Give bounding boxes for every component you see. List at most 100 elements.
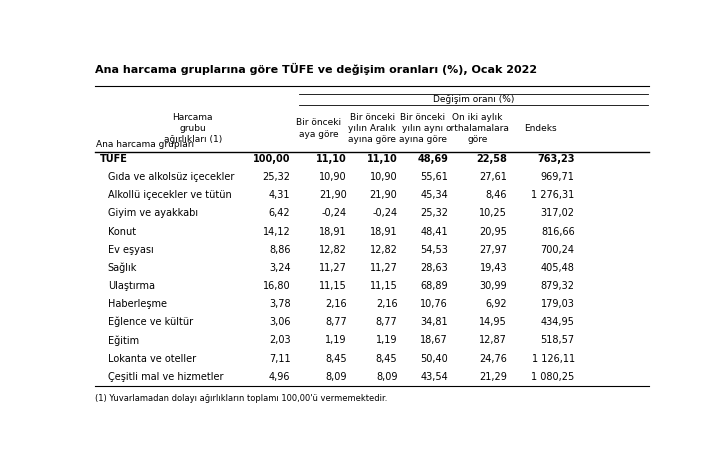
Text: 8,45: 8,45 xyxy=(376,353,397,363)
Text: 2,03: 2,03 xyxy=(269,335,290,345)
Text: 816,66: 816,66 xyxy=(541,226,574,236)
Text: 24,76: 24,76 xyxy=(479,353,507,363)
Text: 3,24: 3,24 xyxy=(269,263,290,273)
Text: TÜFE: TÜFE xyxy=(99,154,128,164)
Text: 48,41: 48,41 xyxy=(420,226,448,236)
Text: 6,42: 6,42 xyxy=(269,208,290,218)
Text: Sağlık: Sağlık xyxy=(107,263,137,273)
Text: Ulaştırma: Ulaştırma xyxy=(107,281,155,291)
Text: 50,40: 50,40 xyxy=(420,353,448,363)
Text: 22,58: 22,58 xyxy=(476,154,507,164)
Text: 6,92: 6,92 xyxy=(486,299,507,309)
Text: 8,09: 8,09 xyxy=(325,371,347,382)
Text: 10,90: 10,90 xyxy=(319,172,347,182)
Text: 12,87: 12,87 xyxy=(479,335,507,345)
Text: 969,71: 969,71 xyxy=(541,172,574,182)
Text: 18,91: 18,91 xyxy=(319,226,347,236)
Text: -0,24: -0,24 xyxy=(372,208,397,218)
Text: Çeşitli mal ve hizmetler: Çeşitli mal ve hizmetler xyxy=(107,371,223,382)
Text: 54,53: 54,53 xyxy=(420,245,448,255)
Text: 18,67: 18,67 xyxy=(420,335,448,345)
Text: Lokanta ve oteller: Lokanta ve oteller xyxy=(107,353,196,363)
Text: 21,90: 21,90 xyxy=(319,190,347,200)
Text: 1 126,11: 1 126,11 xyxy=(531,353,574,363)
Text: 30,99: 30,99 xyxy=(479,281,507,291)
Text: Haberleşme: Haberleşme xyxy=(107,299,167,309)
Text: Harcama
grubu
ağırlıkları (1): Harcama grubu ağırlıkları (1) xyxy=(164,113,222,144)
Text: 11,10: 11,10 xyxy=(316,154,347,164)
Text: Eğitim: Eğitim xyxy=(107,335,139,346)
Text: 27,61: 27,61 xyxy=(479,172,507,182)
Text: 4,31: 4,31 xyxy=(269,190,290,200)
Text: 12,82: 12,82 xyxy=(370,245,397,255)
Text: 8,77: 8,77 xyxy=(375,317,397,327)
Text: 8,09: 8,09 xyxy=(376,371,397,382)
Text: 179,03: 179,03 xyxy=(541,299,574,309)
Text: 700,24: 700,24 xyxy=(541,245,574,255)
Text: 43,54: 43,54 xyxy=(420,371,448,382)
Text: 20,95: 20,95 xyxy=(479,226,507,236)
Text: 11,15: 11,15 xyxy=(370,281,397,291)
Text: Giyim ve ayakkabı: Giyim ve ayakkabı xyxy=(107,208,197,218)
Text: 1,19: 1,19 xyxy=(325,335,347,345)
Text: 8,45: 8,45 xyxy=(325,353,347,363)
Text: Konut: Konut xyxy=(107,226,136,236)
Text: Ana harcama gruplarına göre TÜFE ve değişim oranları (%), Ocak 2022: Ana harcama gruplarına göre TÜFE ve deği… xyxy=(95,63,537,75)
Text: 11,15: 11,15 xyxy=(319,281,347,291)
Text: Eğlence ve kültür: Eğlence ve kültür xyxy=(107,317,193,328)
Text: 21,29: 21,29 xyxy=(479,371,507,382)
Text: Bir önceki
aya göre: Bir önceki aya göre xyxy=(296,118,341,139)
Text: 518,57: 518,57 xyxy=(540,335,574,345)
Text: 317,02: 317,02 xyxy=(541,208,574,218)
Text: 4,96: 4,96 xyxy=(269,371,290,382)
Text: 16,80: 16,80 xyxy=(263,281,290,291)
Text: 1 276,31: 1 276,31 xyxy=(531,190,574,200)
Text: 19,43: 19,43 xyxy=(479,263,507,273)
Text: Değişim oranı (%): Değişim oranı (%) xyxy=(433,95,514,104)
Text: 18,91: 18,91 xyxy=(370,226,397,236)
Text: 55,61: 55,61 xyxy=(420,172,448,182)
Text: 68,89: 68,89 xyxy=(420,281,448,291)
Text: 763,23: 763,23 xyxy=(537,154,574,164)
Text: Ana harcama grupları: Ana harcama grupları xyxy=(97,140,195,149)
Text: 8,46: 8,46 xyxy=(486,190,507,200)
Text: Bir önceki
yılın aynı
ayına göre: Bir önceki yılın aynı ayına göre xyxy=(399,113,446,144)
Text: 100,00: 100,00 xyxy=(253,154,290,164)
Text: Gıda ve alkolsüz içecekler: Gıda ve alkolsüz içecekler xyxy=(107,172,234,182)
Text: 12,82: 12,82 xyxy=(319,245,347,255)
Text: 48,69: 48,69 xyxy=(417,154,448,164)
Text: 3,06: 3,06 xyxy=(269,317,290,327)
Text: 7,11: 7,11 xyxy=(269,353,290,363)
Text: 8,86: 8,86 xyxy=(269,245,290,255)
Text: 11,10: 11,10 xyxy=(367,154,397,164)
Text: 11,27: 11,27 xyxy=(319,263,347,273)
Text: -0,24: -0,24 xyxy=(322,208,347,218)
Text: 8,77: 8,77 xyxy=(325,317,347,327)
Text: 434,95: 434,95 xyxy=(541,317,574,327)
Text: 28,63: 28,63 xyxy=(420,263,448,273)
Text: 25,32: 25,32 xyxy=(420,208,448,218)
Text: Endeks: Endeks xyxy=(525,124,557,133)
Text: 45,34: 45,34 xyxy=(420,190,448,200)
Text: 2,16: 2,16 xyxy=(376,299,397,309)
Text: 14,12: 14,12 xyxy=(263,226,290,236)
Text: 879,32: 879,32 xyxy=(541,281,574,291)
Text: 1,19: 1,19 xyxy=(376,335,397,345)
Text: 14,95: 14,95 xyxy=(479,317,507,327)
Text: Ev eşyası: Ev eşyası xyxy=(107,245,153,255)
Text: 1 080,25: 1 080,25 xyxy=(531,371,574,382)
Text: 10,25: 10,25 xyxy=(479,208,507,218)
Text: Alkollü içecekler ve tütün: Alkollü içecekler ve tütün xyxy=(107,190,232,200)
Text: 34,81: 34,81 xyxy=(420,317,448,327)
Text: 3,78: 3,78 xyxy=(269,299,290,309)
Text: 405,48: 405,48 xyxy=(541,263,574,273)
Text: 2,16: 2,16 xyxy=(325,299,347,309)
Text: Bir önceki
yılın Aralık
ayına göre: Bir önceki yılın Aralık ayına göre xyxy=(348,113,396,144)
Text: 10,76: 10,76 xyxy=(420,299,448,309)
Text: 10,90: 10,90 xyxy=(370,172,397,182)
Text: 25,32: 25,32 xyxy=(263,172,290,182)
Text: 27,97: 27,97 xyxy=(479,245,507,255)
Text: On iki aylık
orthalamalara
göre: On iki aylık orthalamalara göre xyxy=(446,113,510,144)
Text: (1) Yuvarlamadan dolayı ağırlıkların toplamı 100,00'ü vermemektedir.: (1) Yuvarlamadan dolayı ağırlıkların top… xyxy=(95,394,388,403)
Text: 11,27: 11,27 xyxy=(370,263,397,273)
